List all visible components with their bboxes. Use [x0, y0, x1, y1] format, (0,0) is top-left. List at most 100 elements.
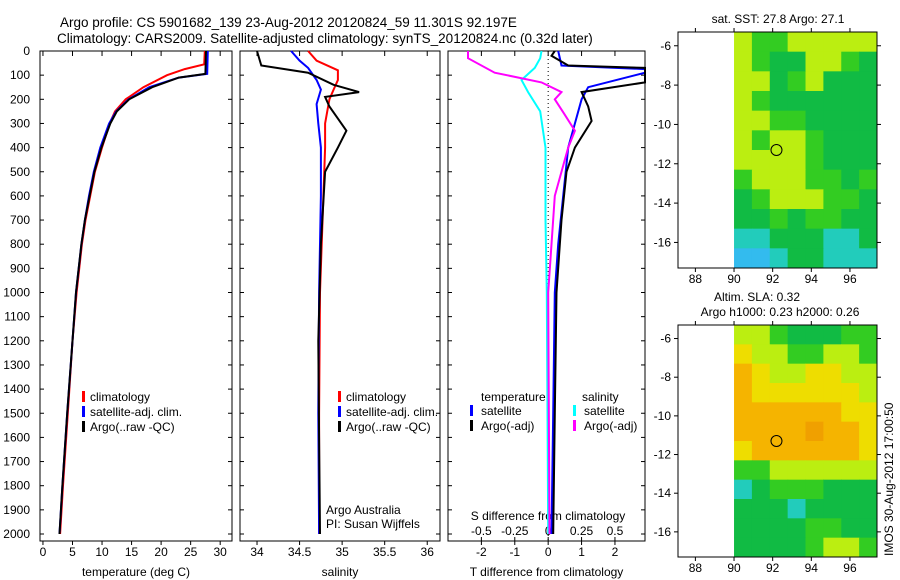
series-s-argo-adj- [467, 51, 577, 535]
heatmap-cell [841, 460, 860, 481]
heatmap-cell [769, 383, 789, 403]
heatmap-cell [734, 421, 753, 442]
heatmap-cell [751, 51, 771, 72]
heatmap-cell [859, 537, 878, 558]
imos-stamp: IMOS 30-Aug-2012 17:00:50 [882, 402, 896, 556]
heatmap-cell [859, 130, 878, 151]
heatmap-cell [805, 344, 824, 365]
heatmap-cell [805, 32, 824, 53]
heatmap-cell [769, 51, 789, 72]
heatmap-cell [734, 460, 753, 481]
depth-tick-label: 400 [10, 141, 30, 155]
heatmap-cell [787, 344, 807, 365]
heatmap-cell [805, 228, 824, 249]
legend-swatch [82, 406, 85, 417]
heatmap-cell [805, 325, 824, 345]
x-tick-label: 10 [95, 545, 109, 559]
heatmap-cell [769, 518, 789, 539]
depth-tick-label: 2000 [3, 527, 30, 541]
heatmap-cell [805, 518, 824, 539]
heatmap-cell [734, 130, 753, 151]
lat-tick-label: -14 [654, 486, 672, 500]
heatmap-cell [841, 518, 860, 539]
legend-swatch [573, 405, 576, 416]
heatmap-cell [805, 71, 824, 92]
heatmap-cell [859, 228, 878, 249]
heatmap-cell [859, 32, 878, 53]
legend-swatch [573, 420, 576, 431]
heatmap-cell [751, 499, 771, 519]
x-tick-label: 30 [214, 545, 228, 559]
heatmap-cell [859, 344, 878, 365]
lat-tick-label: -12 [654, 157, 672, 171]
heatmap-cell [751, 421, 771, 442]
heatmap-cell [841, 130, 860, 151]
series-argo-raw-qc- [58, 50, 207, 535]
series-argo-raw-qc- [256, 50, 360, 535]
heatmap-cell [769, 402, 789, 423]
heatmap-cell [769, 228, 789, 249]
heatmap-cell [734, 51, 753, 72]
heatmap-cell [805, 537, 824, 558]
lon-tick-label: 96 [843, 272, 857, 286]
heatmap-cell [734, 248, 753, 269]
heatmap-cell [859, 189, 878, 210]
heatmap-cell [823, 344, 842, 365]
heatmap-cell [787, 499, 807, 519]
heatmap-cell [787, 518, 807, 539]
heatmap-cell [734, 363, 753, 384]
heatmap-cell [841, 441, 860, 461]
map-frame [677, 324, 878, 558]
depth-tick-label: 600 [10, 189, 30, 203]
heatmap-cell [841, 363, 860, 384]
map-subtitle: Argo h1000: 0.23 h2000: 0.26 [701, 305, 860, 319]
heatmap-cell [823, 499, 842, 519]
heatmap-cell [769, 499, 789, 519]
heatmap-cell [751, 248, 771, 269]
s-tick-label: 0.25 [570, 524, 594, 538]
depth-tick-label: 1300 [3, 358, 30, 372]
heatmap-cell [823, 325, 842, 345]
series-climatology [307, 50, 339, 534]
heatmap-cell [769, 110, 789, 131]
heatmap-cell [787, 421, 807, 442]
heatmap-cell [751, 441, 771, 461]
lat-tick-label: -16 [654, 235, 672, 249]
heatmap-cell [805, 383, 824, 403]
legend-label: satellite [584, 404, 625, 418]
heatmap-cell [823, 51, 842, 72]
heatmap-cell [841, 325, 860, 345]
sla-map: 88 90 92 94 96 -6 -8 -10 -12 -14 -16 Altim. SLA: 0.… [654, 290, 881, 575]
heatmap-cell [805, 441, 824, 461]
heatmap-cell [787, 110, 807, 131]
heatmap-cell [859, 71, 878, 92]
heatmap-cell [805, 189, 824, 210]
heatmap-cell [787, 71, 807, 92]
lon-tick-label: 92 [766, 561, 780, 575]
heatmap-cell [805, 130, 824, 151]
heatmap-cell [787, 189, 807, 210]
heatmap-cell [823, 479, 842, 500]
legend-swatch [470, 420, 473, 431]
x-tick-label: 1 [578, 545, 585, 559]
heatmap-cell [751, 189, 771, 210]
heatmap-cell [769, 460, 789, 481]
heatmap-cell [823, 383, 842, 403]
lat-tick-label: -8 [660, 370, 671, 384]
credit-annotation: Argo Australia [326, 503, 401, 517]
heatmap-cell [751, 71, 771, 92]
depth-tick-label: 1100 [4, 310, 30, 324]
heatmap-cell [751, 383, 771, 403]
series-satellite-adj-clim- [58, 50, 209, 535]
heatmap-cell [841, 189, 860, 210]
heatmap-cell [859, 91, 878, 112]
heatmap-cell [805, 460, 824, 481]
heatmap-cell [805, 150, 824, 171]
credit-annotation: PI: Susan Wijffels [326, 517, 420, 531]
panel-frame [447, 50, 646, 542]
heatmap-cell [734, 228, 753, 249]
series-s-satellite [520, 50, 550, 535]
heatmap-cell [787, 383, 807, 403]
heatmap-cell [734, 344, 753, 365]
legend-label: climatology [90, 390, 150, 404]
